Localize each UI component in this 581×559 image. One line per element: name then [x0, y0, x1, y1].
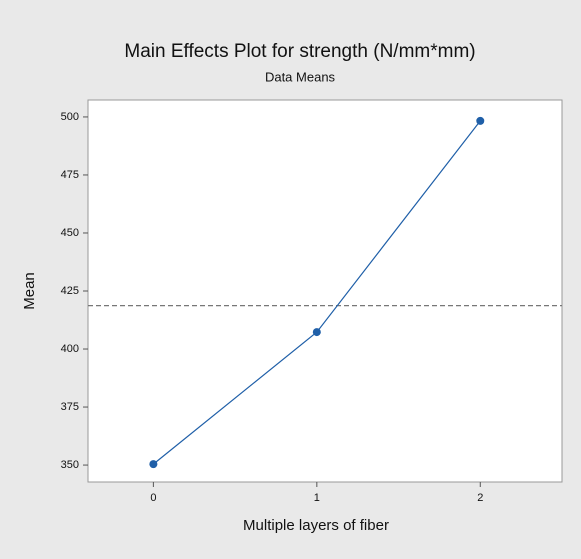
x-axis-label: Multiple layers of fiber — [243, 517, 389, 534]
x-tick-label: 1 — [314, 492, 320, 504]
data-point — [312, 328, 321, 337]
y-tick-label: 375 — [61, 401, 79, 413]
x-tick-label: 0 — [150, 492, 156, 504]
plot-area — [87, 99, 563, 483]
chart-subtitle: Data Means — [265, 69, 336, 84]
y-tick-label: 400 — [61, 343, 79, 355]
data-point — [149, 460, 158, 469]
y-tick-label: 350 — [61, 459, 79, 471]
y-tick-label: 475 — [61, 169, 79, 181]
y-tick-label: 425 — [61, 285, 79, 297]
y-axis-label: Mean — [21, 272, 38, 310]
data-point — [476, 116, 485, 125]
chart-title: Main Effects Plot for strength (N/mm*mm) — [124, 41, 475, 62]
x-tick-label: 2 — [477, 492, 483, 504]
y-tick-label: 450 — [61, 227, 79, 239]
y-tick-label: 500 — [61, 111, 79, 123]
